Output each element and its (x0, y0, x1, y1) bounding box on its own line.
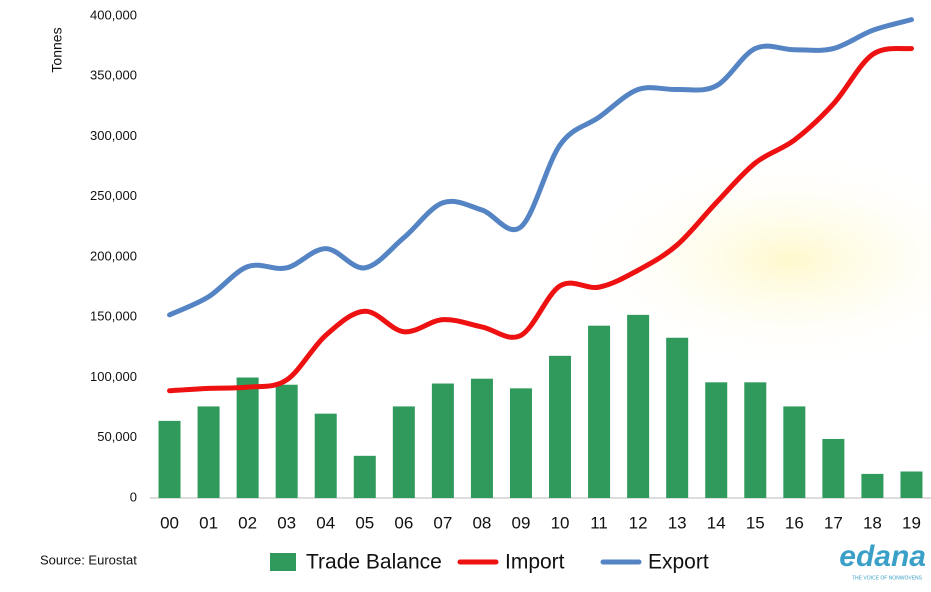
legend-label: Export (648, 551, 709, 574)
bar (900, 471, 922, 498)
x-tick-label: 05 (355, 513, 374, 532)
legend-swatch (270, 553, 296, 571)
x-tick-label: 03 (277, 513, 296, 532)
legend-label: Trade Balance (306, 551, 442, 574)
y-tick-label: 50,000 (97, 429, 137, 444)
bar (666, 338, 688, 498)
bar (315, 414, 337, 498)
bar (471, 379, 493, 498)
y-axis-label: Tonnes (49, 27, 65, 72)
x-tick-label: 07 (433, 513, 452, 532)
x-tick-label: 01 (199, 513, 218, 532)
y-tick-label: 400,000 (90, 7, 137, 22)
y-tick-label: 250,000 (90, 188, 137, 203)
x-tick-label: 09 (512, 513, 531, 532)
bar (432, 384, 454, 498)
x-tick-label: 02 (238, 513, 257, 532)
x-tick-label: 15 (746, 513, 765, 532)
x-tick-label: 18 (863, 513, 882, 532)
bar (744, 382, 766, 498)
bar (861, 474, 883, 498)
bar (510, 388, 532, 498)
x-tick-label: 19 (902, 513, 921, 532)
x-tick-label: 12 (629, 513, 648, 532)
y-tick-label: 0 (130, 489, 137, 504)
bar (276, 385, 298, 498)
background-swoosh (570, 150, 931, 370)
legend-label: Import (505, 551, 565, 574)
x-tick-label: 04 (316, 513, 335, 532)
bar (822, 439, 844, 498)
y-tick-label: 350,000 (90, 68, 137, 83)
x-tick-label: 10 (551, 513, 570, 532)
bar (159, 421, 181, 498)
x-tick-label: 11 (590, 513, 608, 532)
chart: Tonnes Source: Eurostat edana THE VOICE … (0, 0, 931, 592)
bar (783, 406, 805, 498)
logo: edana (839, 540, 926, 573)
bar (354, 456, 376, 498)
x-tick-label: 16 (785, 513, 804, 532)
bar (198, 406, 220, 498)
x-tick-label: 13 (668, 513, 687, 532)
x-tick-label: 14 (707, 513, 726, 532)
y-tick-label: 300,000 (90, 128, 137, 143)
bar (588, 326, 610, 498)
source: Source: Eurostat (40, 552, 137, 567)
y-tick-label: 150,000 (90, 309, 137, 324)
bar (705, 382, 727, 498)
bar (237, 378, 259, 499)
y-tick-label: 100,000 (90, 369, 137, 384)
y-tick-label: 200,000 (90, 248, 137, 263)
bar (393, 406, 415, 498)
bar (549, 356, 571, 498)
x-tick-label: 08 (472, 513, 491, 532)
x-tick-label: 00 (160, 513, 179, 532)
x-tick-label: 06 (394, 513, 413, 532)
bar (627, 315, 649, 498)
x-tick-label: 17 (824, 513, 843, 532)
logo-tagline: THE VOICE OF NONWOVENS (852, 575, 923, 581)
